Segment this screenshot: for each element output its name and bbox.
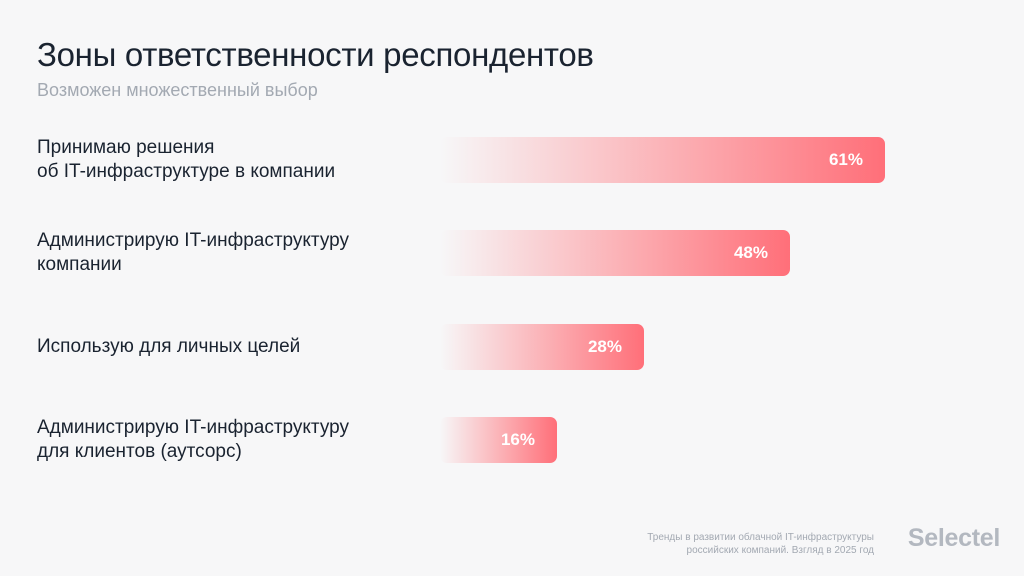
category-label-line: Использую для личных целей — [37, 336, 301, 357]
selectel-logo: Selectel — [907, 524, 1000, 552]
chart-subtitle: Возможен множественный выбор — [37, 80, 318, 100]
category-label: Использую для личных целей — [37, 335, 427, 359]
bar: 28% — [440, 324, 644, 370]
category-label-line: об IT-инфраструктуре в компании — [37, 161, 336, 182]
category-label: Принимаю решения об IT-инфраструктуре в к… — [37, 136, 427, 184]
category-label: Администрирую IT-инфраструктуру компании — [37, 229, 427, 277]
category-label-line: компании — [37, 254, 122, 275]
source-note-line-1: Тренды в развитии облачной IT-инфраструк… — [647, 532, 874, 543]
source-note-line-2: российских компаний. Взгляд в 2025 год — [686, 545, 874, 556]
bar: 48% — [440, 230, 790, 276]
bar-value-label: 48% — [733, 243, 768, 262]
category-label: Администрирую IT-инфраструктуру для клиен… — [37, 416, 427, 464]
source-note: Тренды в развитии облачной IT-инфраструк… — [574, 531, 874, 557]
category-label-line: Принимаю решения — [37, 137, 215, 158]
category-label-line: для клиентов (аутсорс) — [37, 441, 242, 462]
bar-value-label: 28% — [587, 337, 622, 356]
category-label-line: Администрирую IT-инфраструктуру — [37, 230, 349, 251]
chart-title: Зоны ответственности респондентов — [37, 36, 594, 73]
category-label-line: Администрирую IT-инфраструктуру — [37, 417, 349, 438]
bar: 16% — [440, 417, 557, 463]
bar: 61% — [440, 137, 885, 183]
bar-value-label: 61% — [828, 150, 863, 169]
bar-value-label: 16% — [500, 430, 535, 449]
